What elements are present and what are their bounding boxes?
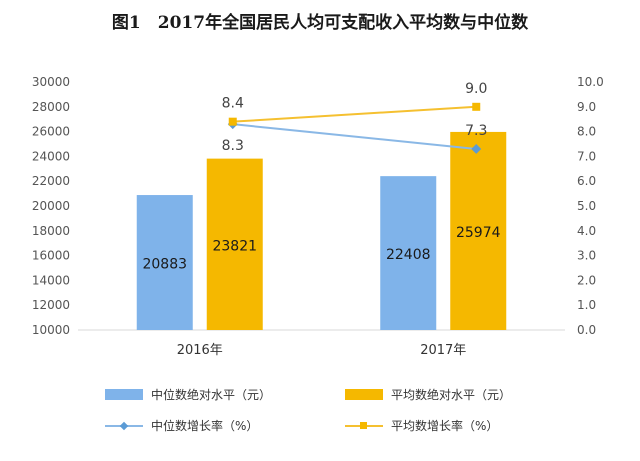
- legend-item-median-bar: 中位数绝对水平（元）: [105, 386, 345, 403]
- bar-mean: [206, 158, 263, 330]
- bar-data-label: 23821: [212, 238, 257, 254]
- y-left-tick-label: 28000: [32, 100, 70, 114]
- legend-item-mean-line: 平均数增长率（%）: [345, 417, 575, 434]
- legend-label-median-line: 中位数增长率（%）: [151, 419, 259, 433]
- point-mean-growth: [472, 102, 481, 111]
- y-left-tick-label: 24000: [32, 149, 70, 163]
- y-left-tick-label: 18000: [32, 224, 70, 238]
- chart-title: 图1 2017年全国居民人均可支配收入平均数与中位数: [111, 13, 529, 33]
- line-data-label: 9.0: [465, 81, 487, 97]
- y-left-tick-label: 12000: [32, 298, 70, 312]
- y-right-tick-label: 3.0: [577, 249, 596, 263]
- y-left-tick-label: 14000: [32, 273, 70, 287]
- line-median-growth: [232, 123, 477, 150]
- legend-item-median-line: 中位数增长率（%）: [105, 417, 345, 434]
- legend-label-median-bar: 中位数绝对水平（元）: [151, 388, 272, 402]
- legend-label-mean-bar: 平均数绝对水平（元）: [391, 388, 512, 402]
- y-left-tick-label: 20000: [32, 199, 70, 213]
- y-right-tick-label: 7.0: [577, 149, 596, 163]
- y-left-tick-label: 16000: [32, 249, 70, 263]
- y-right-tick-label: 6.0: [577, 174, 596, 188]
- bar-median: [380, 176, 437, 330]
- x-tick-label: 2017年: [420, 343, 466, 358]
- legend-swatch-median-line: [105, 420, 143, 432]
- line-data-label: 7.3: [465, 123, 487, 139]
- line-mean-growth: [232, 105, 477, 123]
- x-tick-label: 2016年: [177, 343, 223, 358]
- y-right-tick-label: 10.0: [577, 75, 604, 89]
- y-right-tick-label: 9.0: [577, 100, 596, 114]
- y-right-tick-label: 8.0: [577, 125, 596, 139]
- y-right-tick-label: 4.0: [577, 224, 596, 238]
- chart-legend: 中位数绝对水平（元） 平均数绝对水平（元） 中位数增长率（%） 平均数增长率（%…: [105, 386, 575, 434]
- y-right-tick-label: 5.0: [577, 199, 596, 213]
- y-left-tick-label: 26000: [32, 125, 70, 139]
- y-left-tick-label: 22000: [32, 174, 70, 188]
- bar-median: [136, 195, 193, 330]
- y-right-tick-label: 1.0: [577, 298, 596, 312]
- y-left-tick-label: 10000: [32, 323, 70, 337]
- line-data-label: 8.3: [222, 138, 244, 154]
- bar-data-label: 22408: [386, 247, 431, 263]
- legend-swatch-median-bar: [105, 389, 143, 400]
- y-right-tick-label: 2.0: [577, 273, 596, 287]
- y-right-tick-label: 0.0: [577, 323, 596, 337]
- y-left-tick-label: 30000: [32, 75, 70, 89]
- point-median-growth: [471, 144, 482, 154]
- line-data-label: 8.4: [222, 96, 244, 112]
- bar-mean: [450, 131, 507, 330]
- legend-swatch-mean-line: [345, 420, 383, 432]
- legend-label-mean-line: 平均数增长率（%）: [391, 419, 499, 433]
- point-mean-growth: [228, 117, 237, 126]
- legend-item-mean-bar: 平均数绝对水平（元）: [345, 386, 575, 403]
- legend-swatch-mean-bar: [345, 389, 383, 400]
- bar-data-label: 20883: [142, 257, 187, 273]
- bar-data-label: 25974: [456, 225, 501, 241]
